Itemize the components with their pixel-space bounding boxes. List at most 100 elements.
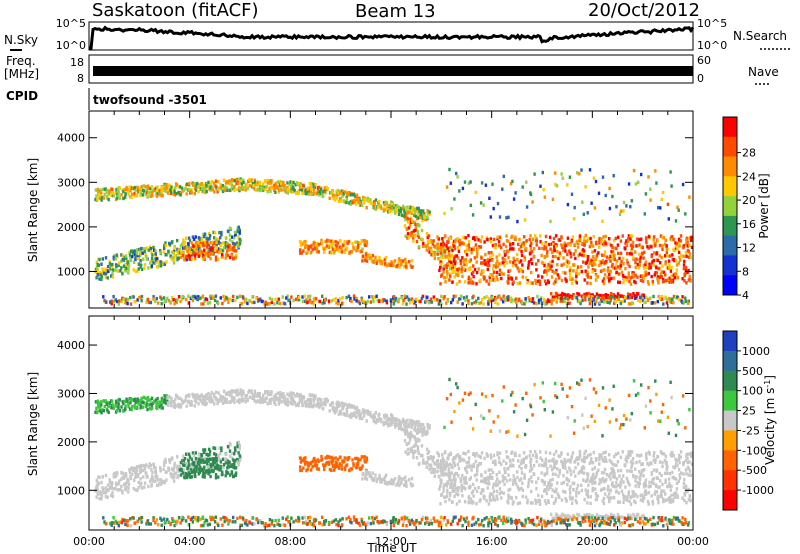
power-cell bbox=[617, 265, 620, 269]
power-cell bbox=[641, 279, 645, 283]
nave-label: Nave bbox=[748, 65, 779, 79]
power-cell bbox=[535, 243, 538, 247]
power-cell bbox=[627, 302, 631, 306]
power-cell bbox=[307, 186, 310, 190]
velocity-cell bbox=[336, 400, 339, 404]
velocity-cell bbox=[301, 403, 304, 407]
power-cell bbox=[404, 217, 407, 222]
velocity-cell bbox=[403, 439, 407, 443]
velocity-cell bbox=[200, 393, 203, 397]
power-cell bbox=[276, 180, 280, 184]
power-cell bbox=[114, 298, 117, 302]
velocity-cell bbox=[396, 482, 399, 486]
power-cell bbox=[178, 250, 182, 255]
power-cell bbox=[548, 235, 552, 239]
power-cell bbox=[638, 252, 641, 257]
power-cell bbox=[98, 189, 101, 193]
power-cell bbox=[242, 178, 245, 182]
power-cell bbox=[149, 261, 152, 265]
power-cell bbox=[617, 295, 620, 299]
power-cell bbox=[177, 256, 180, 260]
power-cell bbox=[299, 182, 302, 186]
power-cell bbox=[147, 266, 150, 270]
power-cell bbox=[145, 254, 148, 259]
power-cell bbox=[337, 192, 340, 196]
power-cell bbox=[363, 243, 367, 247]
power-cell bbox=[550, 264, 553, 268]
power-cell bbox=[573, 294, 576, 299]
velocity-cell bbox=[448, 475, 451, 479]
power-cell bbox=[342, 199, 346, 203]
power-cell bbox=[357, 197, 360, 202]
velocity-cell bbox=[354, 456, 357, 461]
power-cell bbox=[187, 236, 191, 240]
power-cell bbox=[416, 232, 420, 236]
velocity-cell bbox=[140, 486, 144, 490]
velocity-cell bbox=[492, 453, 496, 458]
velocity-cell bbox=[128, 407, 132, 411]
power-cell bbox=[138, 187, 142, 191]
power-cell bbox=[235, 241, 239, 245]
velocity-cell bbox=[355, 462, 358, 466]
power-cell bbox=[674, 241, 677, 245]
velocity-cell bbox=[144, 396, 147, 401]
velocity-cell bbox=[535, 486, 538, 491]
power-cell bbox=[480, 297, 484, 302]
power-cell bbox=[676, 295, 680, 300]
velocity-cell bbox=[495, 483, 498, 488]
velocity-cell bbox=[507, 501, 510, 505]
noise-trace bbox=[88, 25, 695, 51]
velocity-cell bbox=[361, 472, 365, 476]
velocity-cell bbox=[362, 455, 365, 459]
power-cell bbox=[236, 295, 239, 299]
velocity-cell bbox=[443, 473, 446, 477]
velocity-cell bbox=[496, 482, 499, 487]
velocity-cell bbox=[360, 455, 363, 459]
velocity-cell bbox=[498, 460, 501, 465]
power-cell bbox=[560, 278, 564, 283]
velocity-cell bbox=[221, 457, 225, 461]
velocity-cell bbox=[358, 414, 362, 418]
power-cell bbox=[401, 259, 405, 263]
power-cell bbox=[355, 245, 358, 249]
power-cell bbox=[281, 295, 284, 299]
velocity-cell bbox=[173, 465, 176, 470]
power-cell bbox=[482, 275, 485, 279]
velocity-cell bbox=[475, 478, 478, 482]
power-cell bbox=[610, 276, 613, 281]
power-cell bbox=[337, 302, 340, 306]
power-cell bbox=[160, 188, 163, 193]
power-cell bbox=[191, 248, 194, 252]
power-cell bbox=[406, 232, 410, 236]
power-cell bbox=[432, 252, 435, 257]
velocity-cell bbox=[177, 405, 181, 409]
velocity-cell bbox=[233, 390, 237, 394]
velocity-cell bbox=[340, 463, 343, 468]
power-cell bbox=[580, 269, 583, 274]
power-cell bbox=[361, 259, 364, 263]
power-cell bbox=[639, 278, 643, 283]
power-cell bbox=[207, 237, 210, 241]
power-cell bbox=[403, 208, 406, 213]
velocity-cell bbox=[392, 478, 396, 483]
velocity-cell bbox=[516, 501, 520, 506]
power-cell bbox=[412, 299, 415, 303]
power-cell bbox=[467, 280, 471, 284]
power-cell bbox=[237, 181, 240, 186]
velocity-cell bbox=[388, 481, 391, 485]
power-cell bbox=[115, 253, 118, 257]
power-cell bbox=[562, 270, 565, 275]
power-cell bbox=[224, 256, 227, 260]
velocity-cell bbox=[509, 478, 512, 482]
power-cell bbox=[492, 275, 495, 280]
power-cell bbox=[125, 185, 128, 190]
velocity-cell bbox=[174, 397, 177, 401]
power-cell bbox=[206, 245, 209, 249]
power-cell bbox=[399, 210, 402, 214]
power-cell bbox=[573, 205, 576, 210]
power-cell bbox=[205, 184, 208, 188]
power-cell bbox=[510, 277, 514, 281]
power-cell bbox=[311, 243, 314, 247]
power-cell bbox=[290, 190, 293, 194]
power-cell bbox=[672, 301, 675, 305]
